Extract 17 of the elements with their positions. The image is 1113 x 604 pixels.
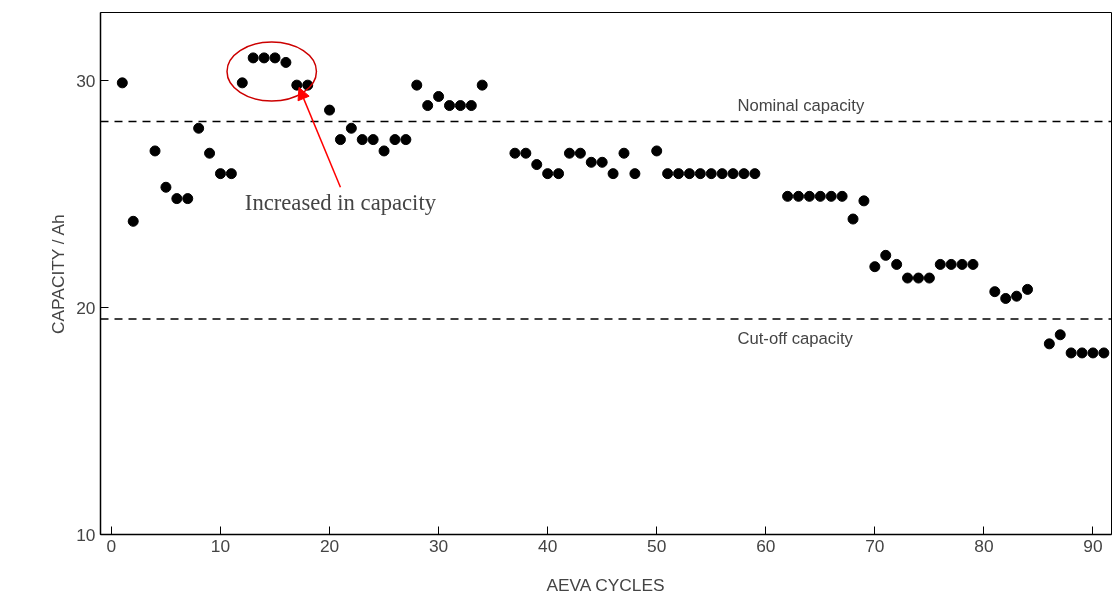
- x-tick-label: 90: [1083, 535, 1103, 556]
- x-tick-label: 0: [106, 535, 117, 556]
- ref-line-label: Cut-off capacity: [737, 328, 854, 348]
- x-axis-title: AEVA CYCLES: [546, 574, 665, 595]
- x-tick-label: 20: [319, 535, 340, 556]
- annotation: Increased in capacity: [244, 189, 437, 215]
- x-tick-label: 10: [210, 535, 231, 556]
- ref-line-label: Nominal capacity: [737, 96, 865, 116]
- x-tick-label: 60: [756, 535, 776, 556]
- x-tick-label: 40: [538, 535, 558, 556]
- x-tick-label: 30: [428, 535, 449, 556]
- x-tick-label: 80: [974, 535, 994, 556]
- x-tick-label: 50: [647, 535, 667, 556]
- y-axis-title: CAPACITY / Ah: [48, 214, 69, 334]
- y-tick-label: 30: [76, 70, 96, 91]
- y-tick-label: 20: [76, 297, 96, 318]
- x-tick-label: 70: [865, 535, 885, 556]
